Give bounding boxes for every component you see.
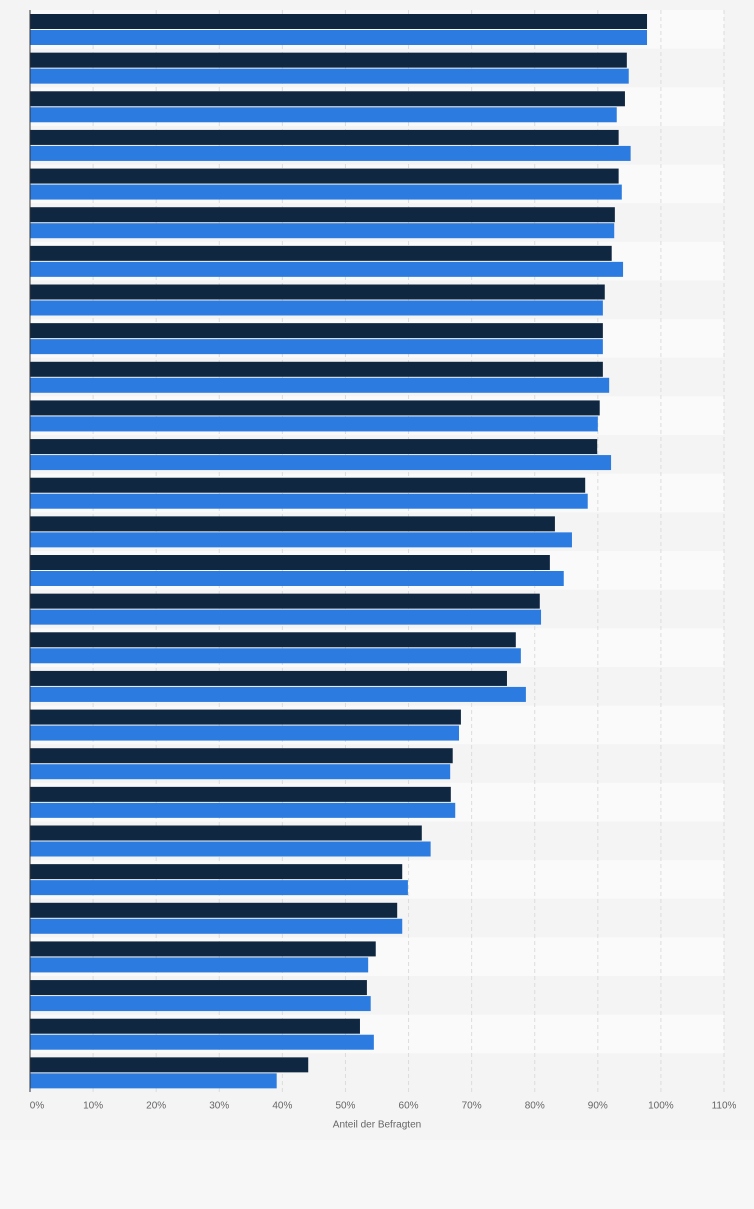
bar bbox=[30, 1018, 360, 1034]
x-tick-label: 70% bbox=[462, 1101, 482, 1112]
x-tick-label: 80% bbox=[525, 1101, 545, 1112]
bar bbox=[30, 361, 603, 377]
bar bbox=[30, 648, 521, 664]
bar bbox=[30, 632, 516, 648]
bar bbox=[30, 902, 398, 918]
bar bbox=[30, 493, 588, 509]
footer-panel bbox=[0, 1140, 754, 1209]
bar bbox=[30, 1073, 277, 1089]
bar bbox=[30, 980, 367, 996]
bar bbox=[30, 516, 555, 532]
bar bbox=[30, 941, 376, 957]
bar bbox=[30, 323, 603, 339]
x-tick-label: 90% bbox=[588, 1101, 608, 1112]
bar bbox=[30, 593, 540, 609]
bar bbox=[30, 168, 619, 184]
bar bbox=[30, 609, 542, 625]
bar bbox=[30, 670, 507, 686]
bar bbox=[30, 30, 648, 45]
bar bbox=[30, 439, 598, 455]
bar bbox=[30, 455, 612, 471]
bar bbox=[30, 300, 603, 316]
bar bbox=[30, 68, 629, 84]
x-tick-label: 100% bbox=[648, 1101, 674, 1112]
x-tick-label: 50% bbox=[335, 1101, 355, 1112]
bar bbox=[30, 532, 572, 548]
bar bbox=[30, 571, 564, 586]
bar bbox=[30, 339, 603, 355]
bar bbox=[30, 802, 456, 818]
bar bbox=[30, 1034, 374, 1050]
bar bbox=[30, 129, 619, 145]
bar bbox=[30, 400, 600, 416]
x-tick-label: 20% bbox=[146, 1101, 166, 1112]
bar bbox=[30, 725, 460, 741]
x-tick-label: 60% bbox=[399, 1101, 419, 1112]
bar bbox=[30, 245, 612, 261]
bar bbox=[30, 91, 625, 107]
x-tick-label: 0% bbox=[30, 1101, 45, 1112]
bar bbox=[30, 918, 403, 934]
bar bbox=[30, 284, 605, 300]
bar bbox=[30, 786, 451, 802]
bar bbox=[30, 223, 615, 239]
bar bbox=[30, 686, 526, 702]
bar bbox=[30, 261, 624, 277]
bar bbox=[30, 825, 422, 841]
bar bbox=[30, 107, 617, 123]
bar bbox=[30, 764, 451, 780]
bar bbox=[30, 52, 627, 68]
x-tick-label: 30% bbox=[209, 1101, 229, 1112]
x-tick-label: 10% bbox=[83, 1101, 103, 1112]
bar bbox=[30, 416, 598, 432]
bar bbox=[30, 207, 615, 223]
bar bbox=[30, 377, 610, 393]
bar bbox=[30, 477, 586, 493]
bar bbox=[30, 996, 371, 1012]
bar bbox=[30, 709, 461, 725]
bar bbox=[30, 14, 648, 29]
bar bbox=[30, 1057, 309, 1073]
bar bbox=[30, 957, 369, 973]
bar bbox=[30, 555, 550, 570]
bar bbox=[30, 184, 622, 200]
x-tick-label: 40% bbox=[272, 1101, 292, 1112]
x-tick-label: 110% bbox=[712, 1101, 737, 1112]
bar bbox=[30, 748, 453, 764]
bar bbox=[30, 841, 431, 857]
bar bbox=[30, 145, 631, 161]
bar bbox=[30, 880, 408, 896]
bar bbox=[30, 864, 403, 880]
x-axis-label: Anteil der Befragten bbox=[333, 1120, 421, 1131]
